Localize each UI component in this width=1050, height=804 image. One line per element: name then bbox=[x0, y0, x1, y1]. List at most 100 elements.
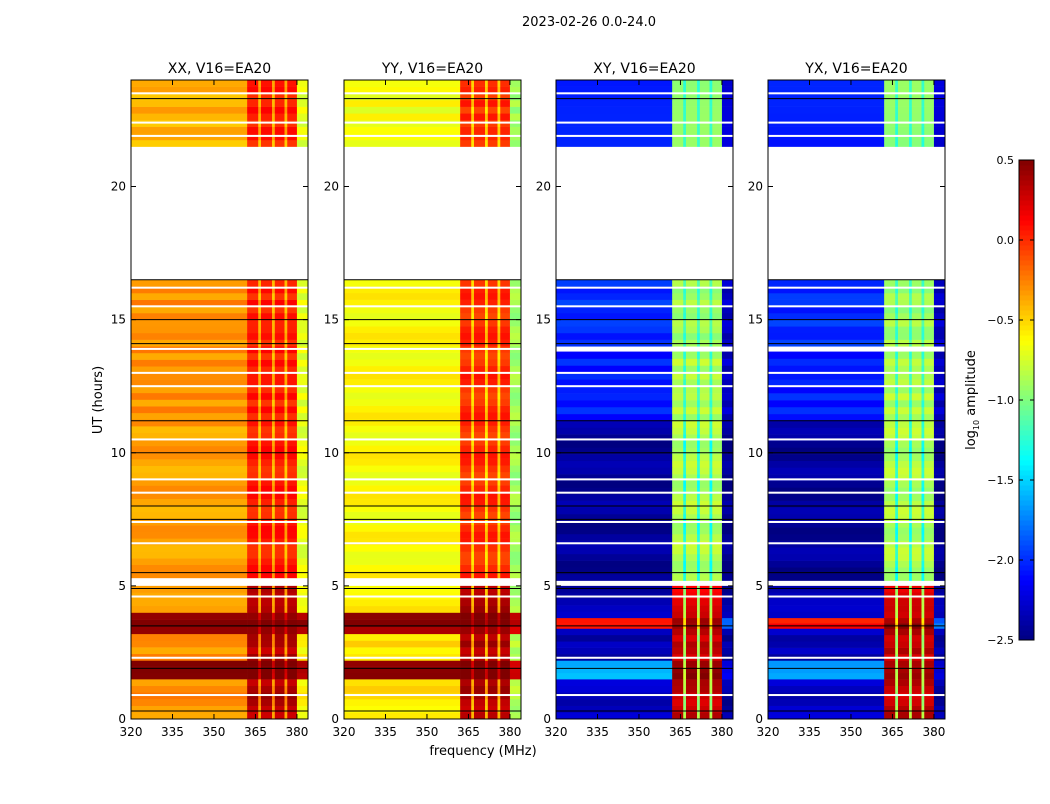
heatmap-cell bbox=[487, 647, 498, 655]
heatmap-cell bbox=[909, 372, 913, 380]
heatmap-cell bbox=[699, 286, 710, 294]
heatmap-cell bbox=[471, 279, 475, 287]
heatmap-cell bbox=[471, 365, 475, 373]
heatmap-cell bbox=[497, 332, 501, 340]
heatmap-cell bbox=[258, 80, 262, 87]
heatmap-cell bbox=[487, 445, 498, 453]
heatmap-cell bbox=[556, 454, 673, 462]
heatmap-cell bbox=[287, 505, 298, 513]
heatmap-cell bbox=[296, 306, 309, 314]
heatmap-cell bbox=[672, 358, 684, 366]
heatmap-cell bbox=[258, 544, 262, 552]
heatmap-cell bbox=[699, 500, 710, 508]
heatmap-cell bbox=[709, 611, 713, 619]
heatmap-cell bbox=[487, 544, 498, 552]
heatmap-cell bbox=[272, 299, 276, 307]
heatmap-cell bbox=[296, 126, 309, 134]
heatmap-cell bbox=[272, 459, 276, 467]
heatmap-cell bbox=[921, 647, 925, 655]
heatmap-cell bbox=[485, 405, 489, 413]
heatmap-cell bbox=[509, 451, 522, 459]
heatmap-cell bbox=[284, 286, 288, 294]
colorbar-swatch bbox=[1019, 415, 1034, 421]
heatmap-cell bbox=[921, 299, 925, 307]
heatmap-cell bbox=[685, 573, 698, 581]
heatmap-cell bbox=[460, 425, 472, 433]
heatmap-cell bbox=[685, 641, 698, 648]
heatmap-cell bbox=[460, 458, 472, 466]
heatmap-cell bbox=[473, 564, 486, 572]
heatmap-cell bbox=[911, 351, 922, 359]
heatmap-cell bbox=[344, 405, 461, 413]
heatmap-cell bbox=[924, 93, 935, 101]
y-tick-label: 5 bbox=[755, 579, 763, 593]
heatmap-cell bbox=[260, 366, 273, 374]
heatmap-cell bbox=[699, 679, 710, 687]
colorbar-swatch bbox=[1019, 410, 1034, 416]
heatmap-cell bbox=[709, 332, 713, 340]
heatmap-cell bbox=[272, 660, 276, 667]
colorbar-swatch bbox=[1019, 205, 1034, 211]
heatmap-cell bbox=[473, 705, 486, 713]
heatmap-cell bbox=[284, 647, 288, 655]
heatmap-cell bbox=[272, 485, 276, 493]
heatmap-cell bbox=[296, 332, 309, 340]
heatmap-cell bbox=[924, 460, 935, 468]
heatmap-cell bbox=[509, 478, 522, 486]
heatmap-cell bbox=[895, 93, 899, 101]
heatmap-cell bbox=[500, 605, 511, 613]
heatmap-cell bbox=[471, 672, 475, 680]
heatmap-cell bbox=[471, 705, 475, 713]
heatmap-cell bbox=[721, 332, 734, 340]
heatmap-cell bbox=[884, 634, 896, 642]
heatmap-cell bbox=[473, 425, 486, 433]
heatmap-cell bbox=[460, 126, 472, 134]
heatmap-cell bbox=[471, 438, 475, 446]
colorbar-swatch bbox=[1019, 595, 1034, 601]
heatmap-cell bbox=[272, 386, 276, 394]
heatmap-cell bbox=[897, 585, 910, 593]
heatmap-cell bbox=[258, 485, 262, 493]
colorbar: 0.50.0−0.5−1.0−1.5−2.0−2.5 bbox=[987, 154, 1035, 647]
heatmap-cell bbox=[296, 359, 309, 367]
flagged-row bbox=[344, 520, 521, 523]
heatmap-cell bbox=[487, 352, 498, 360]
heatmap-cell bbox=[284, 332, 288, 340]
heatmap-cell bbox=[284, 531, 288, 539]
heatmap-cell bbox=[274, 406, 285, 414]
heatmap-cell bbox=[699, 547, 710, 555]
heatmap-cell bbox=[485, 86, 489, 94]
heatmap-cell bbox=[709, 685, 713, 693]
heatmap-cell bbox=[274, 319, 285, 327]
heatmap-cell bbox=[487, 319, 498, 327]
heatmap-cell bbox=[709, 634, 713, 642]
heatmap-cell bbox=[685, 712, 698, 720]
colorbar-swatch bbox=[1019, 610, 1034, 616]
heatmap-cell bbox=[500, 425, 511, 433]
heatmap-cell bbox=[556, 487, 673, 495]
heatmap-cell bbox=[247, 93, 259, 101]
heatmap-cell bbox=[897, 617, 910, 624]
heatmap-cell bbox=[897, 666, 910, 674]
heatmap-cell bbox=[497, 612, 501, 620]
heatmap-cell bbox=[296, 439, 309, 447]
heatmap-cell bbox=[699, 339, 710, 347]
heatmap-cell bbox=[274, 647, 285, 655]
heatmap-cell bbox=[260, 605, 273, 613]
heatmap-cell bbox=[556, 339, 673, 347]
heatmap-cell bbox=[460, 352, 472, 360]
heatmap-cell bbox=[699, 641, 710, 648]
heatmap-cell bbox=[284, 472, 288, 480]
heatmap-cell bbox=[287, 538, 298, 546]
heatmap-cell bbox=[487, 538, 498, 546]
heatmap-cell bbox=[287, 439, 298, 447]
heatmap-cell bbox=[509, 312, 522, 320]
heatmap-cell bbox=[485, 418, 489, 426]
heatmap-cell bbox=[911, 86, 922, 94]
heatmap-cell bbox=[884, 139, 896, 147]
heatmap-cell bbox=[709, 312, 713, 320]
heatmap-cell bbox=[911, 299, 922, 307]
heatmap-cell bbox=[697, 319, 701, 327]
heatmap-cell bbox=[884, 306, 896, 314]
heatmap-cell bbox=[131, 392, 248, 400]
